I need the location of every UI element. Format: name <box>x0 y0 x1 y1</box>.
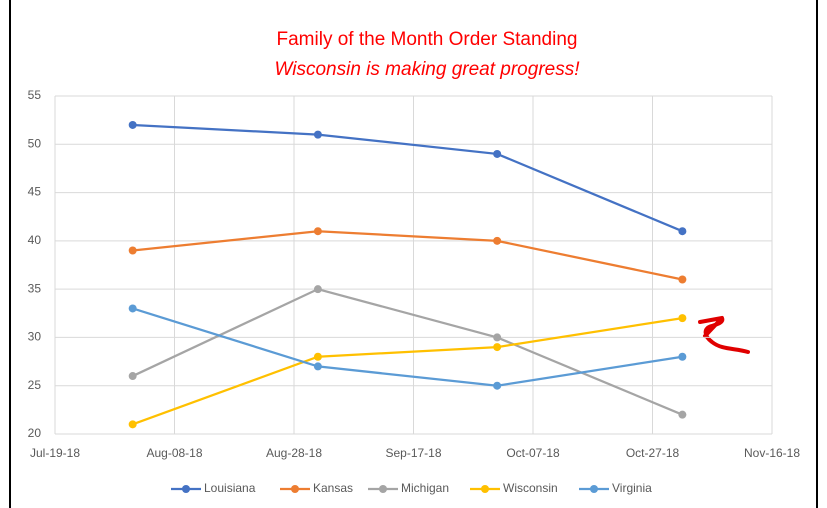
y-tick-label: 25 <box>28 378 42 392</box>
x-tick-label: Jul-19-18 <box>30 446 80 460</box>
y-tick-label: 40 <box>28 233 42 247</box>
legend-marker <box>481 485 489 493</box>
data-point <box>678 410 687 419</box>
x-tick-label: Oct-07-18 <box>506 446 560 460</box>
y-tick-label: 55 <box>28 88 42 102</box>
legend-marker <box>379 485 387 493</box>
data-point <box>678 227 687 236</box>
data-point <box>313 285 322 294</box>
series-line <box>132 307 683 387</box>
legend-label: Louisiana <box>204 481 256 495</box>
data-point <box>313 130 322 139</box>
data-point <box>493 343 502 352</box>
x-tick-label: Aug-08-18 <box>146 446 202 460</box>
legend-label: Wisconsin <box>503 481 558 495</box>
data-point <box>128 420 137 429</box>
legend-marker <box>182 485 190 493</box>
data-point <box>313 352 322 361</box>
data-point <box>313 227 322 236</box>
series-line <box>132 287 683 416</box>
y-tick-label: 50 <box>28 136 42 150</box>
series-line <box>132 230 683 281</box>
data-point <box>128 120 137 129</box>
series-line <box>132 123 683 233</box>
series-line <box>132 317 683 426</box>
legend-marker <box>291 485 299 493</box>
chart-subtitle: Wisconsin is making great progress! <box>274 59 580 80</box>
data-point <box>128 246 137 255</box>
y-tick-label: 35 <box>28 281 42 295</box>
data-point <box>128 304 137 313</box>
x-tick-label: Oct-27-18 <box>626 446 680 460</box>
data-point <box>128 372 137 381</box>
data-point <box>313 362 322 371</box>
y-tick-label: 30 <box>28 330 42 344</box>
data-point <box>678 275 687 284</box>
legend-marker <box>590 485 598 493</box>
x-tick-label: Aug-28-18 <box>266 446 322 460</box>
chart-title: Family of the Month Order Standing <box>277 29 578 50</box>
legend-label: Kansas <box>313 481 353 495</box>
legend-label: Michigan <box>401 481 449 495</box>
data-point <box>678 314 687 323</box>
data-point <box>493 236 502 245</box>
y-tick-label: 20 <box>28 426 42 440</box>
x-tick-label: Sep-17-18 <box>385 446 441 460</box>
data-point <box>493 149 502 158</box>
data-point <box>493 333 502 342</box>
y-tick-label: 45 <box>28 185 42 199</box>
data-point <box>678 352 687 361</box>
arrow-annotation <box>698 316 750 354</box>
data-point <box>493 381 502 390</box>
legend-label: Virginia <box>612 481 652 495</box>
x-tick-label: Nov-16-18 <box>744 446 800 460</box>
